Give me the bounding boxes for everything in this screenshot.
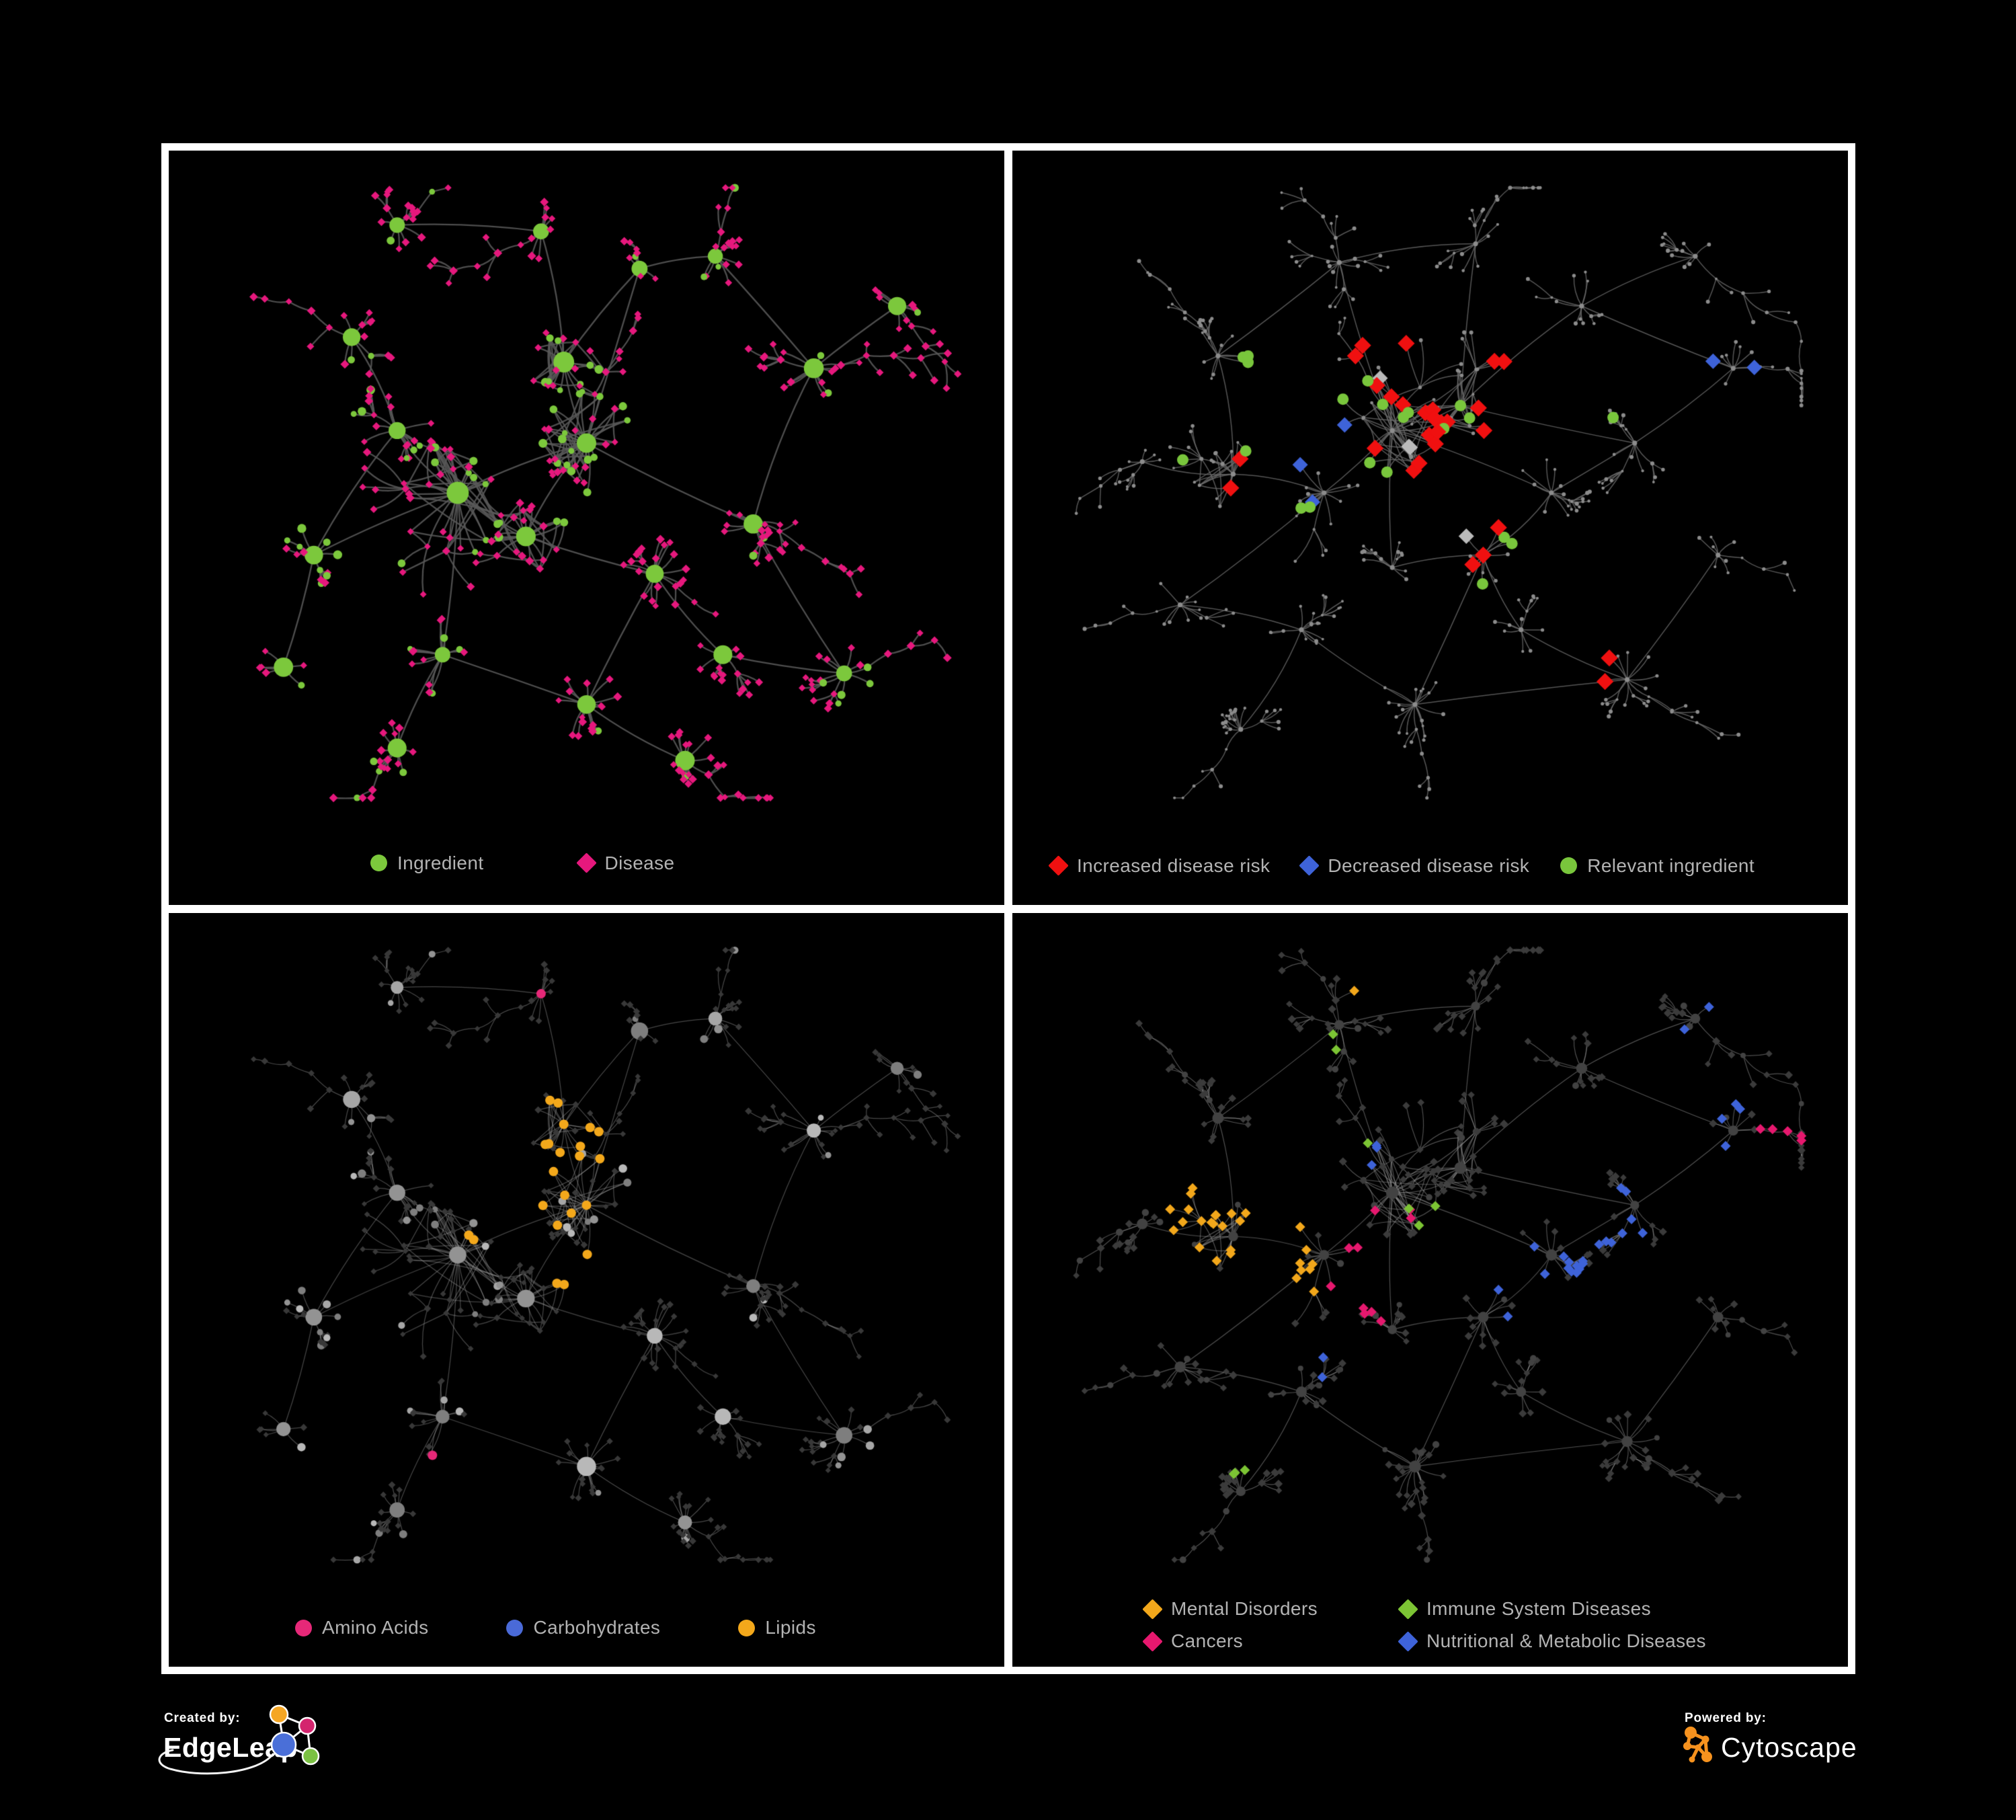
increased-risk-diamond-marker bbox=[1048, 855, 1069, 876]
legend-item-amino-acids: Amino Acids bbox=[295, 1617, 428, 1638]
legend-label: Nutritional & Metabolic Diseases bbox=[1426, 1630, 1706, 1651]
legend-item-lipids: Lipids bbox=[738, 1617, 816, 1638]
legend-label: Immune System Diseases bbox=[1426, 1598, 1652, 1619]
network-canvas-ingredient-disease bbox=[169, 151, 1004, 905]
legend-item-carbohydrates: Carbohydrates bbox=[506, 1617, 660, 1638]
network-canvas-nutrient-class bbox=[169, 912, 1004, 1667]
legend-disease-risk: Increased disease risk Decreased disease… bbox=[1012, 855, 1848, 877]
panel-nutrient-class-network: Amino Acids Carbohydrates Lipids bbox=[169, 912, 1004, 1667]
legend-label: Amino Acids bbox=[322, 1617, 429, 1638]
legend-item-immune-system-diseases: Immune System Diseases bbox=[1398, 1598, 1706, 1620]
legend-item-decreased-risk: Decreased disease risk bbox=[1299, 855, 1530, 877]
legend-item-ingredient: Ingredient bbox=[370, 853, 484, 874]
cytoscape-logo-text: Cytoscape bbox=[1721, 1732, 1857, 1763]
legend-item-cancers: Cancers bbox=[1142, 1630, 1400, 1652]
legend-label: Ingredient bbox=[397, 852, 484, 873]
relevant-ingredient-circle-marker bbox=[1560, 857, 1578, 874]
legend-item-mental-disorders: Mental Disorders bbox=[1142, 1598, 1400, 1620]
cytoscape-logo-icon bbox=[1683, 1727, 1712, 1763]
amino-acids-circle-marker bbox=[295, 1619, 312, 1636]
carbohydrates-circle-marker bbox=[506, 1619, 524, 1636]
legend-item-relevant-ingredient: Relevant ingredient bbox=[1560, 855, 1755, 877]
legend-item-nutritional-metabolic-diseases: Nutritional & Metabolic Diseases bbox=[1398, 1630, 1706, 1652]
mental-disorders-diamond-marker bbox=[1142, 1598, 1163, 1620]
panel-grid: Ingredient Disease Increased disease ris… bbox=[161, 143, 1855, 1674]
legend-label: Decreased disease risk bbox=[1328, 855, 1530, 876]
edgeleap-logo-icon bbox=[158, 1704, 320, 1775]
legend-item-increased-risk: Increased disease risk bbox=[1048, 855, 1271, 877]
powered-by-label: Powered by: bbox=[1685, 1711, 1767, 1725]
panel-disease-risk-network: Increased disease risk Decreased disease… bbox=[1012, 151, 1848, 905]
lipids-circle-marker bbox=[738, 1619, 756, 1636]
legend-label: Cancers bbox=[1171, 1630, 1244, 1651]
disease-diamond-marker bbox=[575, 853, 597, 873]
legend-label: Carbohydrates bbox=[533, 1617, 661, 1638]
legend-disease-category: Mental Disorders Immune System Diseases … bbox=[1142, 1598, 1706, 1652]
legend-label: Mental Disorders bbox=[1171, 1598, 1318, 1619]
network-canvas-disease-risk bbox=[1012, 151, 1848, 905]
legend-ingredient-disease: Ingredient Disease bbox=[169, 853, 1004, 874]
created-by-label: Created by: bbox=[164, 1711, 241, 1725]
decreased-risk-diamond-marker bbox=[1299, 855, 1320, 876]
legend-label: Disease bbox=[604, 852, 675, 873]
legend-label: Increased disease risk bbox=[1077, 855, 1271, 876]
cancers-diamond-marker bbox=[1142, 1630, 1163, 1652]
legend-label: Relevant ingredient bbox=[1587, 855, 1755, 876]
immune-system-diseases-diamond-marker bbox=[1398, 1598, 1418, 1620]
network-canvas-disease-category bbox=[1012, 912, 1848, 1667]
panel-disease-category-network: Mental Disorders Immune System Diseases … bbox=[1012, 912, 1848, 1667]
panel-ingredient-disease-network: Ingredient Disease bbox=[169, 151, 1004, 905]
legend-item-disease: Disease bbox=[575, 852, 675, 874]
ingredient-circle-marker bbox=[370, 855, 387, 871]
legend-label: Lipids bbox=[765, 1617, 816, 1638]
nutritional-metabolic-diamond-marker bbox=[1398, 1630, 1418, 1652]
legend-nutrient-class: Amino Acids Carbohydrates Lipids bbox=[169, 1617, 1004, 1638]
